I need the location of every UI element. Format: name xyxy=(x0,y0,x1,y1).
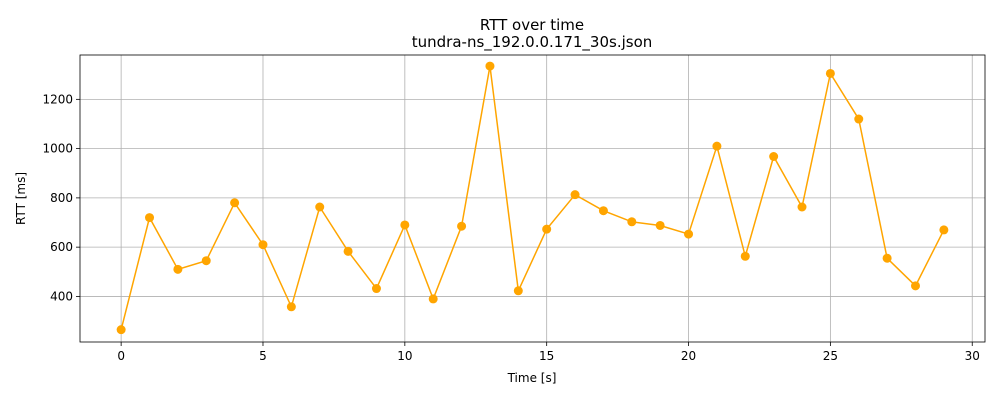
rtt-point xyxy=(542,224,552,234)
y-tick-label: 1000 xyxy=(42,142,73,156)
rtt-point xyxy=(116,325,126,335)
rtt-point xyxy=(910,281,920,291)
rtt-point xyxy=(882,253,892,263)
rtt-point xyxy=(684,229,694,239)
rtt-point xyxy=(655,220,665,230)
rtt-point xyxy=(286,302,296,312)
rtt-point xyxy=(230,198,240,208)
rtt-point xyxy=(854,114,864,124)
rtt-point xyxy=(145,213,155,223)
y-tick-label: 600 xyxy=(50,240,73,254)
rtt-point xyxy=(825,68,835,78)
axis-ticks: 0 5 10 15 20 25 30 400 600 800 1000 1200 xyxy=(42,92,979,363)
y-tick-label: 800 xyxy=(50,191,73,205)
rtt-point xyxy=(457,221,467,231)
rtt-point xyxy=(740,251,750,261)
x-tick-label: 30 xyxy=(965,349,980,363)
rtt-point xyxy=(570,190,580,200)
rtt-point xyxy=(513,286,523,296)
y-tick-label: 1200 xyxy=(42,92,73,106)
rtt-point xyxy=(315,202,325,212)
plot-frame xyxy=(79,54,986,343)
x-tick-label: 20 xyxy=(681,349,696,363)
y-tick-label: 400 xyxy=(50,289,73,303)
rtt-point xyxy=(371,284,381,294)
x-tick-label: 10 xyxy=(397,349,412,363)
rtt-series xyxy=(116,61,949,335)
rtt-point xyxy=(769,151,779,161)
rtt-point xyxy=(428,294,438,304)
x-tick-label: 0 xyxy=(117,349,125,363)
grid-lines xyxy=(80,55,985,342)
x-axis-label: Time [s] xyxy=(507,371,557,385)
x-tick-label: 5 xyxy=(259,349,267,363)
rtt-point xyxy=(627,217,637,227)
x-tick-label: 15 xyxy=(539,349,554,363)
rtt-point xyxy=(939,225,949,235)
rtt-point xyxy=(343,246,353,256)
chart-title: RTT over time xyxy=(480,16,584,34)
rtt-point xyxy=(400,220,410,230)
rtt-point xyxy=(173,264,183,274)
y-axis-label: RTT [ms] xyxy=(14,172,28,225)
rtt-point xyxy=(797,202,807,212)
rtt-point xyxy=(258,240,268,250)
rtt-point xyxy=(598,206,608,216)
chart-subtitle: tundra-ns_192.0.0.171_30s.json xyxy=(412,33,653,52)
x-tick-label: 25 xyxy=(823,349,838,363)
rtt-point xyxy=(712,141,722,151)
rtt-line xyxy=(120,65,945,330)
rtt-point xyxy=(201,256,211,266)
rtt-point xyxy=(485,61,495,71)
